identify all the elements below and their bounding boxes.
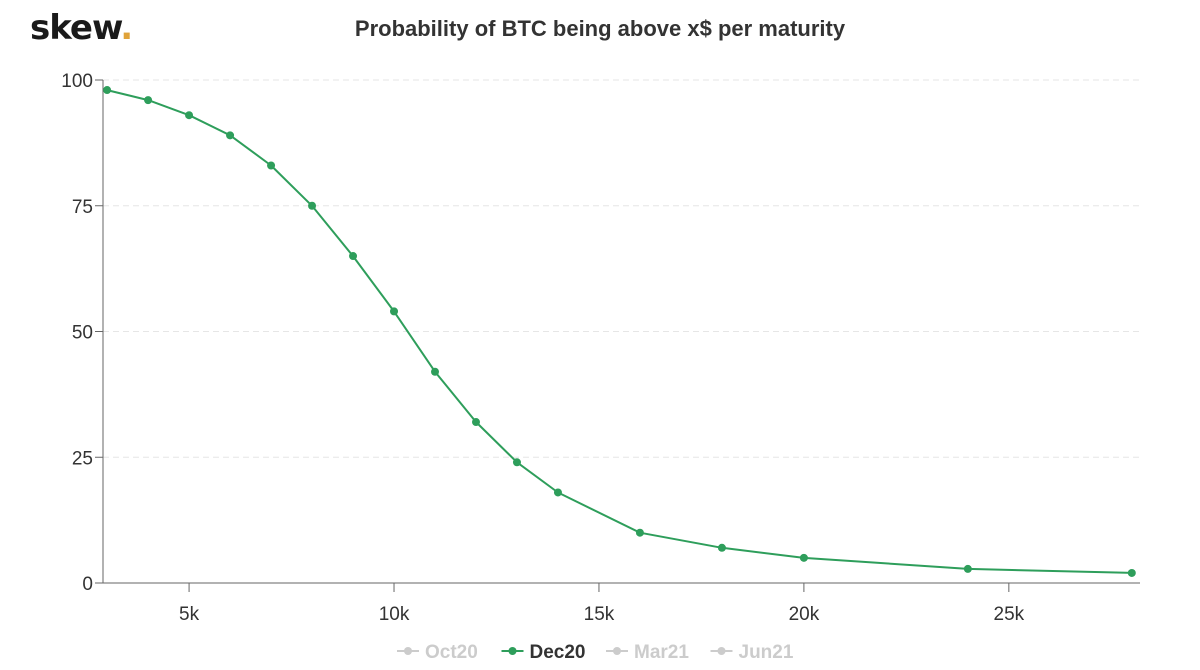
series (103, 86, 1136, 577)
legend-marker-icon (404, 647, 412, 655)
data-point (1127, 568, 1136, 577)
legend-item-oct20[interactable]: Oct20 (397, 642, 478, 663)
legend-label: Mar21 (634, 642, 689, 663)
data-point (349, 252, 358, 261)
data-point (308, 201, 317, 210)
data-point (553, 488, 562, 497)
data-point (471, 418, 480, 427)
legend-item-mar21[interactable]: Mar21 (606, 642, 689, 663)
x-tick-label: 5k (179, 604, 200, 625)
legend-item-dec20[interactable]: Dec20 (501, 642, 586, 663)
data-point (799, 553, 808, 562)
data-point (717, 543, 726, 552)
legend-marker-icon (508, 647, 517, 655)
data-point (635, 528, 644, 537)
legend-item-jun21[interactable]: Jun21 (710, 642, 794, 663)
data-point (226, 131, 235, 140)
x-tick-label: 20k (789, 604, 820, 625)
axes: 0 25 50 75 100 5k 10k 15k 20k 25k (61, 71, 1140, 625)
x-tick-label: 10k (379, 604, 410, 625)
y-tick-label: 100 (61, 71, 93, 92)
x-tick-label: 25k (994, 604, 1025, 625)
legend-label: Jun21 (739, 642, 794, 663)
data-point (103, 86, 112, 95)
data-point (963, 564, 972, 573)
legend-marker-icon (717, 647, 726, 655)
legend-label: Dec20 (530, 642, 586, 663)
logo-text: skew (30, 8, 121, 48)
data-point (144, 96, 153, 105)
data-point (267, 161, 276, 170)
x-tick-label: 15k (584, 604, 615, 625)
legend-label: Oct20 (425, 642, 478, 663)
y-tick-label: 75 (72, 197, 93, 218)
grid-lines (103, 79, 1140, 458)
logo-dot: . (120, 8, 133, 48)
data-point (390, 307, 399, 316)
legend: Oct20 Dec20 Mar21 Jun21 (397, 642, 794, 663)
data-point (185, 111, 194, 120)
legend-marker-icon (613, 647, 621, 655)
y-tick-label: 0 (82, 574, 93, 595)
y-tick-label: 50 (72, 323, 93, 344)
y-tick-label: 25 (72, 448, 93, 469)
data-point (431, 367, 440, 376)
skew-logo: skew. (30, 8, 133, 48)
chart-title: Probability of BTC being above x$ per ma… (354, 16, 846, 41)
data-point (512, 458, 521, 467)
